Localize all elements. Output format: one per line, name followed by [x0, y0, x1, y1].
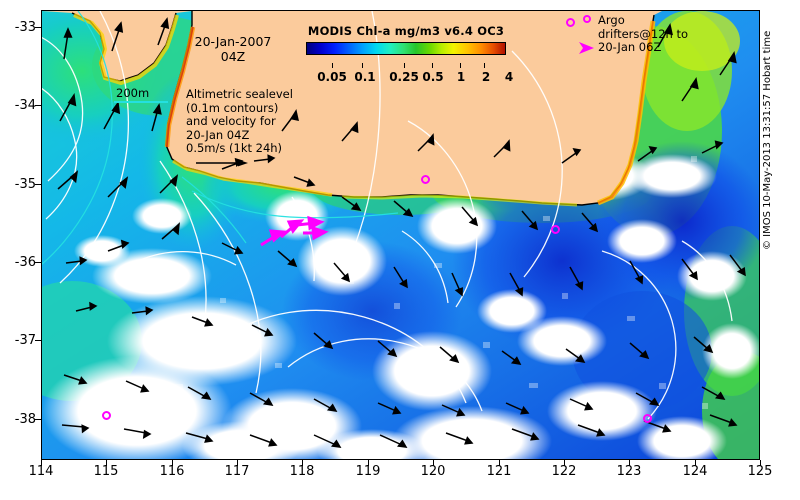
legend-argo-label: Argo: [598, 13, 625, 27]
colorbar-title: MODIS Chl-a mg/m3 v6.4 OC3: [307, 24, 505, 38]
x-tick-label: 121: [486, 464, 512, 479]
colorbar-tick-label: 0.05: [317, 70, 347, 84]
map-plot-area: [41, 10, 760, 460]
colorbar-gradient: [306, 42, 506, 55]
x-tick-label: 114: [28, 464, 54, 479]
scale-label: 200m: [116, 86, 150, 100]
argo-marker[interactable]: [643, 414, 652, 423]
x-tick-label: 122: [551, 464, 577, 479]
map-canvas: [42, 11, 759, 459]
altimetry-annotation: Altimetric sealevel (0.1m contours) and …: [186, 87, 293, 155]
y-tick-label: -35: [14, 177, 36, 192]
y-tick-label: -36: [14, 255, 36, 270]
x-tick-label: 124: [682, 464, 708, 479]
colorbar-tick-label: 2: [481, 70, 491, 84]
colorbar-tick-label: 0.1: [354, 70, 376, 84]
scale-bar: [114, 101, 168, 103]
colorbar-tick-label: 1: [456, 70, 466, 84]
raster-speckle: [175, 156, 708, 409]
x-tick-label: 118: [289, 464, 315, 479]
argo-marker[interactable]: [551, 225, 560, 234]
colorbar-tick-label: 4: [504, 70, 514, 84]
date-line-2: 04Z: [220, 49, 246, 64]
marker-legend: Argo drifters@12h to 20-Jan 06Z: [579, 13, 688, 55]
legend-drifter-line1: drifters@12h to: [598, 26, 688, 41]
drifter-arrow-icon: [579, 42, 594, 54]
x-tick-label: 120: [420, 464, 446, 479]
date-line-1: 20-Jan-2007: [194, 34, 272, 49]
land-polygon: [42, 11, 759, 205]
sealevel-contours: [42, 11, 733, 420]
chlorophyll-raster: [42, 11, 759, 459]
y-tick-label: -34: [14, 98, 36, 113]
velocity-reference-arrow: [196, 159, 248, 167]
argo-marker[interactable]: [566, 18, 575, 27]
drifter-track-group[interactable]: [257, 211, 329, 256]
colorbar: MODIS Chl-a mg/m3 v6.4 OC3 0.05 0.1 0.25…: [306, 24, 513, 84]
isobath-200m: [42, 11, 399, 265]
y-tick-label: -38: [14, 412, 36, 427]
argo-marker[interactable]: [102, 411, 111, 420]
argo-circle-icon: [583, 15, 591, 23]
x-tick-label: 115: [93, 464, 119, 479]
credit-text: © IMOS 10-May-2013 13:31:57 Hobart time: [762, 30, 773, 250]
colorbar-tick-label: 0.5: [422, 70, 444, 84]
coastal-bloom-fringe: [73, 13, 656, 207]
velocity-vector-field: [57, 17, 746, 448]
x-tick-label: 125: [747, 464, 773, 479]
colorbar-tick-label: 0.25: [389, 70, 419, 84]
argo-marker[interactable]: [421, 175, 430, 184]
x-tick-label: 117: [224, 464, 250, 479]
x-tick-label: 116: [159, 464, 185, 479]
legend-drifter-line2: 20-Jan 06Z: [598, 40, 662, 54]
x-tick-label: 123: [616, 464, 642, 479]
y-tick-label: -37: [14, 333, 36, 348]
y-tick-label: -33: [14, 20, 36, 35]
date-stamp: 20-Jan-2007 04Z: [178, 34, 288, 64]
x-tick-label: 119: [355, 464, 381, 479]
